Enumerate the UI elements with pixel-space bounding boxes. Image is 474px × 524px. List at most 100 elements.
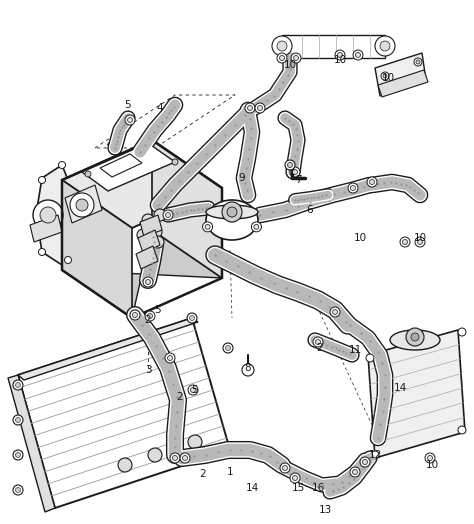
Circle shape: [222, 202, 242, 222]
Text: 2: 2: [317, 343, 323, 353]
Circle shape: [458, 426, 466, 434]
Circle shape: [16, 383, 20, 388]
Circle shape: [13, 450, 23, 460]
Circle shape: [38, 177, 46, 183]
Circle shape: [291, 53, 301, 63]
Text: 10: 10: [382, 73, 394, 83]
Circle shape: [366, 354, 374, 362]
Polygon shape: [36, 165, 68, 265]
Circle shape: [242, 364, 254, 376]
Circle shape: [70, 193, 94, 217]
Circle shape: [257, 105, 263, 111]
Text: 8: 8: [245, 363, 251, 373]
Circle shape: [170, 453, 180, 463]
Circle shape: [316, 340, 320, 344]
Text: 2: 2: [145, 315, 151, 325]
Circle shape: [133, 312, 137, 318]
Circle shape: [227, 207, 237, 217]
Text: 5: 5: [155, 305, 161, 315]
Circle shape: [293, 56, 299, 60]
Circle shape: [360, 457, 370, 467]
Circle shape: [380, 41, 390, 51]
Circle shape: [425, 453, 435, 463]
Circle shape: [411, 333, 419, 341]
Circle shape: [152, 236, 164, 248]
Polygon shape: [62, 140, 222, 228]
Circle shape: [165, 353, 175, 363]
Polygon shape: [136, 246, 158, 269]
Circle shape: [16, 487, 20, 493]
Text: 5: 5: [125, 100, 131, 110]
Circle shape: [458, 328, 466, 336]
Circle shape: [255, 103, 265, 113]
Circle shape: [251, 222, 262, 232]
Circle shape: [280, 56, 284, 60]
Circle shape: [172, 159, 178, 165]
Text: 9: 9: [239, 173, 246, 183]
Circle shape: [277, 41, 287, 51]
Circle shape: [416, 60, 420, 64]
Text: 5: 5: [191, 385, 198, 395]
Circle shape: [85, 171, 91, 177]
Circle shape: [205, 224, 210, 230]
Polygon shape: [8, 375, 55, 512]
Circle shape: [381, 72, 389, 80]
Text: 16: 16: [311, 483, 325, 493]
Circle shape: [180, 453, 190, 463]
Circle shape: [280, 463, 290, 473]
Circle shape: [145, 311, 155, 321]
Polygon shape: [82, 143, 175, 191]
Circle shape: [292, 169, 298, 174]
Circle shape: [118, 458, 132, 472]
Polygon shape: [62, 180, 132, 318]
Circle shape: [187, 313, 197, 323]
Circle shape: [337, 52, 343, 58]
Circle shape: [58, 161, 65, 169]
Circle shape: [283, 465, 288, 471]
Polygon shape: [18, 318, 198, 380]
Circle shape: [290, 473, 300, 483]
Text: 10: 10: [283, 60, 297, 70]
Circle shape: [428, 455, 432, 461]
Text: 12: 12: [368, 450, 382, 460]
Polygon shape: [65, 185, 102, 223]
Polygon shape: [138, 230, 160, 253]
Circle shape: [125, 115, 135, 125]
Circle shape: [371, 451, 379, 459]
Polygon shape: [152, 140, 222, 278]
Circle shape: [137, 229, 149, 241]
Text: 11: 11: [348, 345, 362, 355]
Text: 10: 10: [354, 233, 366, 243]
Circle shape: [128, 117, 133, 123]
Circle shape: [285, 160, 295, 170]
Circle shape: [292, 475, 298, 481]
Text: 2: 2: [177, 392, 183, 402]
Circle shape: [143, 277, 153, 287]
Text: 6: 6: [307, 205, 313, 215]
Circle shape: [188, 385, 198, 395]
Circle shape: [13, 380, 23, 390]
Circle shape: [188, 435, 202, 449]
Circle shape: [191, 388, 195, 392]
Text: 4: 4: [157, 103, 164, 113]
Polygon shape: [62, 230, 222, 318]
Polygon shape: [18, 318, 230, 508]
Circle shape: [288, 162, 292, 168]
Text: 2: 2: [200, 469, 206, 479]
Circle shape: [370, 180, 374, 184]
Circle shape: [363, 460, 367, 464]
Circle shape: [313, 337, 323, 347]
Circle shape: [223, 343, 233, 353]
Circle shape: [277, 53, 287, 63]
Polygon shape: [375, 53, 426, 96]
Circle shape: [375, 36, 395, 56]
Circle shape: [348, 183, 358, 193]
Circle shape: [163, 210, 173, 220]
Circle shape: [146, 279, 151, 285]
Text: 10: 10: [426, 460, 438, 470]
Circle shape: [272, 36, 292, 56]
Circle shape: [182, 455, 188, 461]
Circle shape: [415, 237, 425, 247]
Polygon shape: [100, 154, 142, 177]
Circle shape: [353, 470, 357, 475]
